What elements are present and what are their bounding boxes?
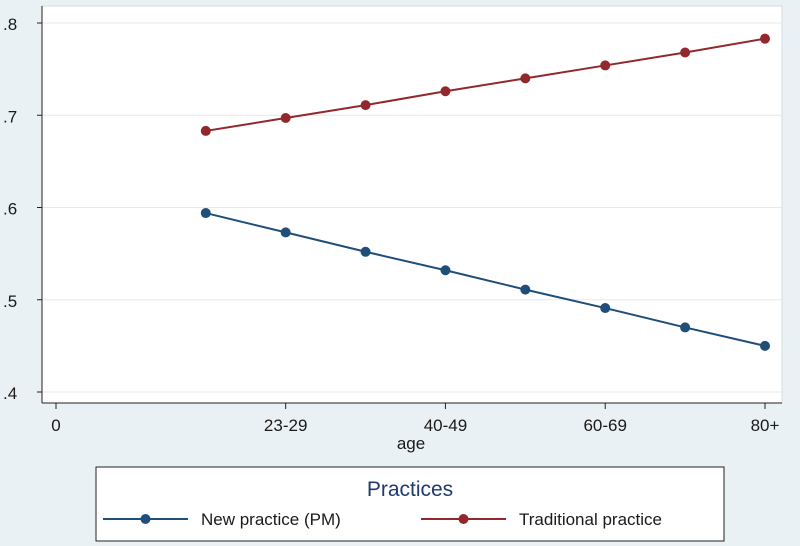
data-point	[360, 246, 371, 257]
series-layer	[200, 33, 770, 351]
series-1	[200, 33, 770, 136]
series-0	[200, 208, 770, 351]
x-tick-label: 60-69	[583, 416, 626, 435]
x-axis-title: age	[397, 434, 425, 453]
data-point	[520, 284, 531, 295]
gridlines	[42, 22, 782, 393]
data-point	[440, 86, 451, 97]
legend-label: New practice (PM)	[201, 510, 341, 529]
y-tick-label: .5	[3, 292, 17, 311]
x-tick-label: 40-49	[424, 416, 467, 435]
series-line	[205, 37, 766, 132]
legend: Practices New practice (PM) Traditional p…	[95, 466, 725, 542]
legend-entry: Traditional practice	[421, 510, 662, 529]
legend-entries: New practice (PM) Traditional practice	[103, 510, 662, 529]
x-tick-label: 0	[51, 416, 60, 435]
data-point	[760, 33, 770, 44]
plot-area	[41, 5, 783, 404]
legend-entry: New practice (PM)	[103, 510, 341, 529]
data-point	[600, 60, 611, 71]
legend-title: Practices	[367, 478, 453, 501]
series-line	[205, 212, 766, 347]
data-point	[600, 303, 611, 314]
legend-box	[95, 466, 725, 542]
data-point	[520, 73, 531, 84]
data-point	[200, 208, 211, 219]
y-tick-label: .4	[3, 384, 17, 403]
x-tick-label: 80+	[751, 416, 780, 435]
data-point	[200, 125, 211, 136]
y-tick-label: .7	[3, 107, 17, 126]
data-point	[680, 322, 691, 333]
y-tick-label: .8	[3, 15, 17, 34]
data-point	[280, 227, 291, 238]
data-point	[360, 100, 371, 111]
legend-marker	[140, 514, 151, 524]
data-point	[680, 47, 691, 58]
x-tick-label: 23-29	[264, 416, 307, 435]
legend-marker	[458, 514, 469, 524]
data-point	[760, 340, 770, 351]
data-point	[280, 113, 291, 124]
x-axis: 0 23-29 40-49 60-69 80+	[42, 402, 782, 435]
data-point	[440, 265, 451, 276]
legend-label: Traditional practice	[519, 510, 662, 529]
y-axis: .4 .5 .6 .7 .8	[3, 6, 43, 403]
y-tick-label: .6	[3, 200, 17, 219]
